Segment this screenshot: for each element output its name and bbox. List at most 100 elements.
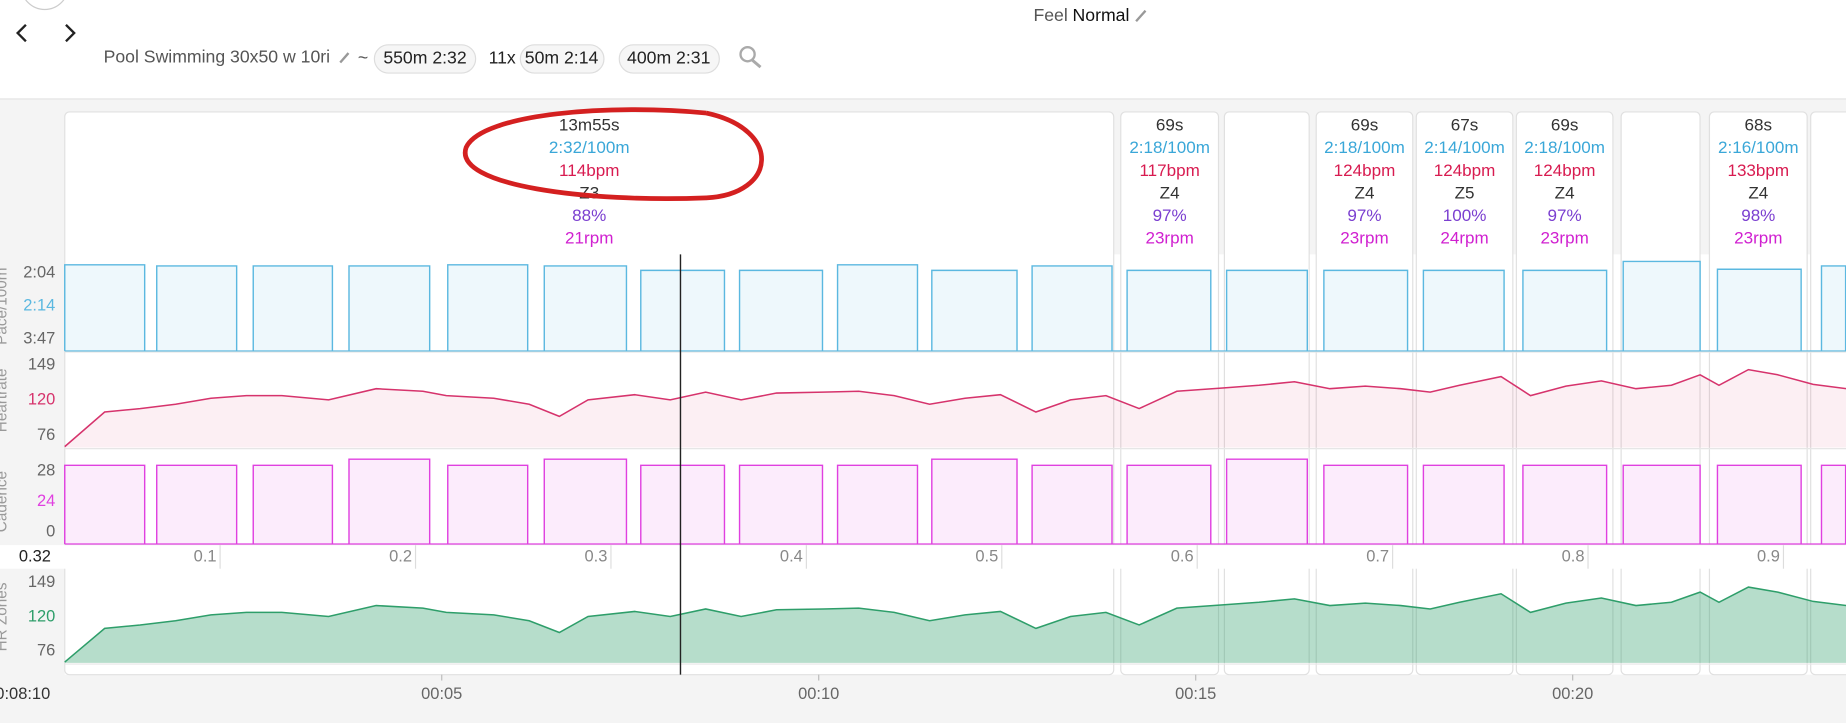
feel-value[interactable]: Normal (1073, 5, 1130, 25)
chip-text: 50m 2:14 (525, 48, 599, 68)
distance-label: 0.1 (194, 547, 217, 565)
distance-label: 0.2 (389, 547, 412, 565)
interval-pace: 2:18/100m (1524, 138, 1605, 157)
interval-cadence: 23rpm (1145, 229, 1193, 248)
lap-bar (1031, 464, 1113, 544)
interval-pace: 2:32/100m (549, 138, 630, 157)
interval-box (1515, 111, 1614, 676)
y-axis-label: 3:47 (23, 329, 55, 347)
lap-bar (1126, 269, 1212, 351)
edit-icon[interactable] (339, 52, 350, 64)
y-axis-label: 76 (37, 641, 55, 659)
interval-pace: 2:18/100m (1324, 138, 1405, 157)
interval-duration: 68s (1745, 116, 1773, 135)
lap-bar (252, 265, 334, 351)
lap-bar (931, 458, 1018, 544)
interval-zone: Z4 (1355, 183, 1375, 202)
y-axis-label: 24 (37, 492, 55, 510)
distance-current: 0.32 (19, 547, 51, 565)
lap-bar (543, 458, 628, 544)
lap-bar (1422, 269, 1505, 351)
interval-cadence: 24rpm (1440, 229, 1488, 248)
y-axis-label: 149 (28, 355, 55, 373)
line (64, 368, 1846, 448)
y-axis-label: 120 (28, 607, 55, 625)
distance-label: 0.4 (780, 547, 803, 565)
interval-duration: 69s (1351, 116, 1379, 135)
repeat: 11x (489, 48, 516, 68)
interval-intensity: 100% (1443, 206, 1487, 225)
chip[interactable] (373, 44, 477, 74)
lap-bar (1126, 464, 1212, 544)
lap-bar (931, 269, 1018, 351)
y-axis-title: Heartrate (0, 368, 10, 432)
lap-bar (1323, 464, 1409, 544)
interval-box (1620, 111, 1701, 676)
lap-bar (156, 464, 238, 544)
interval-box (1120, 111, 1220, 676)
lap-bar (543, 265, 628, 351)
interval-cadence: 23rpm (1734, 229, 1782, 248)
y-axis-label: 149 (28, 573, 55, 591)
lap-bar (1225, 458, 1308, 544)
lap-bar (64, 264, 146, 351)
interval-pace: 2:16/100m (1718, 138, 1799, 157)
interval-box (1708, 111, 1808, 676)
interval-cadence: 21rpm (565, 229, 613, 248)
search-icon[interactable] (739, 45, 762, 69)
y-axis-title: Cadence (0, 471, 10, 532)
interval-heart-rate: 124bpm (1334, 161, 1396, 180)
lap-bar (1622, 464, 1701, 544)
lap-bar (1522, 464, 1608, 544)
y-axis-label: 2:04 (23, 264, 55, 282)
lap-bar (447, 264, 529, 351)
chip[interactable] (618, 44, 720, 74)
lap-bar (1522, 269, 1608, 351)
avatar[interactable] (21, 0, 68, 11)
time-label: 00:10 (798, 685, 839, 703)
lap-bar (836, 464, 919, 544)
next-button[interactable] (65, 23, 76, 43)
interval-pace: 2:18/100m (1129, 138, 1210, 157)
interval-zone: Z4 (1160, 183, 1180, 202)
lap-bar (1820, 464, 1846, 544)
interval-intensity: 98% (1741, 206, 1775, 225)
cursor-time: 0:08:10 (0, 685, 50, 703)
interval-duration: 69s (1156, 116, 1184, 135)
lap-bar (64, 464, 146, 544)
interval-intensity: 88% (572, 206, 606, 225)
prev-button[interactable] (15, 23, 27, 43)
interval-cadence: 23rpm (1540, 229, 1588, 248)
lap-bar (1716, 464, 1802, 544)
edit-icon[interactable] (1135, 9, 1147, 23)
lap-bar (252, 464, 334, 544)
interval-cadence: 23rpm (1340, 229, 1388, 248)
interval-zone: Z4 (1555, 183, 1575, 202)
distance-label: 0.6 (1171, 547, 1194, 565)
interval-intensity: 97% (1347, 206, 1381, 225)
activity-name[interactable]: Pool Swimming 30x50 w 10ri (104, 46, 330, 66)
distance-label: 0.5 (975, 547, 998, 565)
interval-zone: Z4 (1748, 183, 1768, 202)
interval-heart-rate: 124bpm (1534, 161, 1596, 180)
y-axis-label: 28 (37, 461, 55, 479)
header-bg (0, 0, 1846, 99)
lap-bar (640, 269, 726, 351)
interval-heart-rate: 133bpm (1727, 161, 1789, 180)
time-label: 00:05 (421, 685, 462, 703)
interval-duration: 69s (1551, 116, 1579, 135)
distance-label: 0.8 (1562, 547, 1585, 565)
y-axis-title: Pace/100m (0, 267, 10, 344)
lap-bar (1323, 269, 1409, 351)
interval-box (1810, 111, 1846, 676)
lap-bar (836, 264, 919, 351)
y-axis-label: 0 (46, 523, 55, 541)
distance-row (0, 545, 1846, 569)
chip[interactable] (519, 44, 605, 74)
interval-heart-rate: 114bpm (559, 161, 619, 180)
distance-label: 0.7 (1366, 547, 1389, 565)
interval-heart-rate: 124bpm (1434, 161, 1496, 180)
lap-bar (1225, 269, 1308, 351)
